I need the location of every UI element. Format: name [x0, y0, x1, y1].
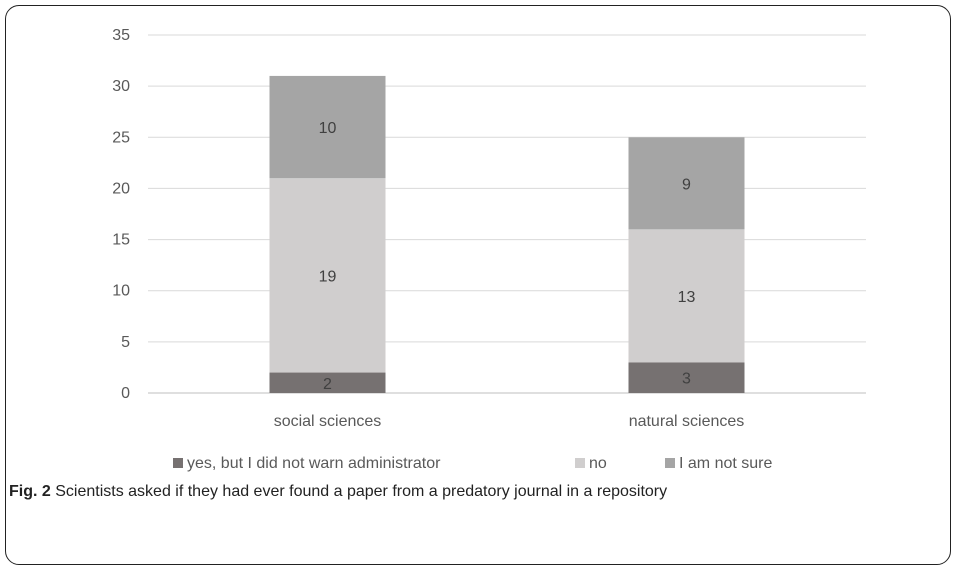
legend-label: yes, but I did not warn administrator [187, 455, 441, 472]
data-label: 19 [319, 268, 337, 285]
gridlines [148, 34, 866, 394]
y-tick-label: 35 [112, 27, 130, 44]
caption-label: Fig. 2 [9, 483, 51, 500]
y-tick-label: 5 [121, 334, 130, 351]
bar-segment [628, 229, 745, 363]
y-tick-label: 0 [121, 385, 130, 402]
category-label: social sciences [274, 413, 382, 430]
bar-segment [269, 75, 386, 179]
category-label: natural sciences [629, 413, 745, 430]
legend-swatch [665, 458, 675, 468]
bar-segment [628, 362, 745, 393]
bar-segment [269, 372, 386, 393]
x-axis-categories: social sciences natural sciences [274, 413, 745, 430]
y-tick-label: 20 [112, 180, 130, 197]
legend-swatch [173, 458, 183, 468]
y-axis-ticks: 0 5 10 15 20 25 30 35 [112, 27, 130, 402]
data-label: 3 [682, 371, 691, 388]
figure-caption: Fig. 2 Scientists asked if they had ever… [9, 483, 667, 501]
stacked-bar-chart: 0 5 10 15 20 25 30 35 2 19 10 3 13 9 social sciences… [112, 27, 866, 472]
data-label: 2 [323, 376, 332, 393]
legend: yes, but I did not warn administrator no I… [173, 455, 772, 472]
bar-segment [269, 178, 386, 373]
y-tick-label: 30 [112, 78, 130, 95]
caption-text: Scientists asked if they had ever found … [50, 483, 668, 500]
y-tick-label: 15 [112, 232, 130, 249]
y-tick-label: 10 [112, 283, 130, 300]
y-tick-label: 25 [112, 129, 130, 146]
bars: 2 19 10 3 13 9 [269, 75, 745, 393]
legend-label: I am not sure [679, 455, 772, 472]
legend-swatch [575, 458, 585, 468]
data-label: 13 [678, 289, 696, 306]
data-label: 10 [319, 120, 337, 137]
data-label: 9 [682, 176, 691, 193]
legend-label: no [589, 455, 607, 472]
bar-segment [628, 137, 745, 230]
